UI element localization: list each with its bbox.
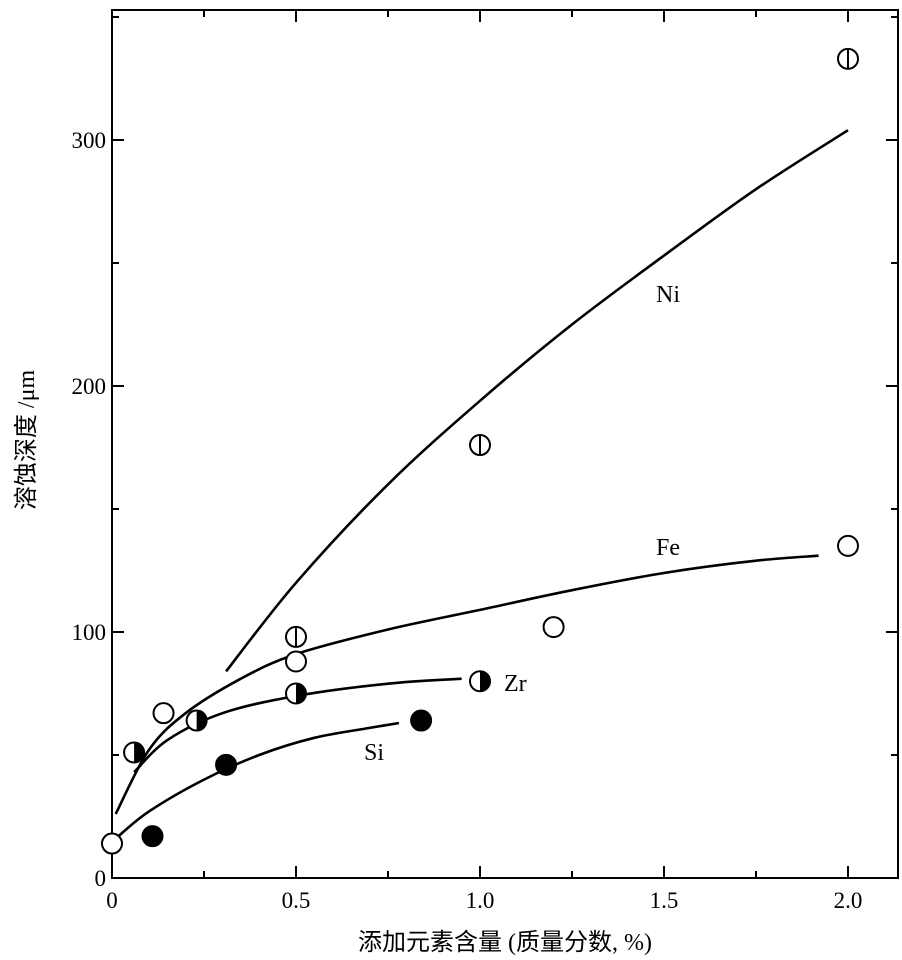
y-tick-label: 100 xyxy=(72,620,107,645)
curve-zr xyxy=(133,677,462,774)
point-fe xyxy=(542,616,565,639)
marker-open xyxy=(837,534,859,557)
x-tick-label: 1.5 xyxy=(650,888,679,913)
curve-fe xyxy=(114,554,819,815)
point-ni xyxy=(837,47,859,70)
y-tick-label: 300 xyxy=(72,128,107,153)
ticks: 0 0.5 1.0 1.5 2.0 0 100 200 300 xyxy=(72,10,898,913)
marker-open xyxy=(542,616,565,639)
curve-ni xyxy=(225,129,849,673)
point-fe xyxy=(152,702,175,725)
series-label-si: Si xyxy=(364,740,384,766)
point-si xyxy=(141,825,164,848)
y-tick-label: 0 xyxy=(95,866,107,891)
point-ni xyxy=(469,434,491,457)
marker-open xyxy=(101,832,123,855)
series-label-zr: Zr xyxy=(504,671,527,697)
point-zr xyxy=(123,741,146,764)
marker-filled xyxy=(215,753,238,776)
data-points xyxy=(101,47,859,855)
series-labels: Ni Fe Zr Si xyxy=(364,282,680,766)
marker-half xyxy=(480,671,490,692)
point-fe xyxy=(285,650,307,673)
marker-half xyxy=(296,683,306,704)
marker-filled xyxy=(410,709,433,732)
marker-filled xyxy=(141,825,164,848)
point-fe xyxy=(837,534,859,557)
point-si xyxy=(215,753,238,776)
marker-half xyxy=(134,742,145,763)
point-zr xyxy=(285,682,307,705)
x-tick-label: 0.5 xyxy=(282,888,311,913)
x-tick-label: 0 xyxy=(106,888,118,913)
point-zr xyxy=(185,709,208,732)
series-label-fe: Fe xyxy=(656,535,680,561)
y-axis-title: 溶蚀深度 /μm xyxy=(13,370,40,511)
fit-curves xyxy=(114,129,849,840)
point-fe xyxy=(101,832,123,855)
x-axis-title: 添加元素含量 (质量分数, %) xyxy=(358,929,652,956)
point-zr xyxy=(469,670,491,693)
point-ni xyxy=(285,625,307,648)
curve-si xyxy=(114,721,400,840)
y-tick-label: 200 xyxy=(72,374,107,399)
marker-half xyxy=(196,710,207,731)
x-tick-label: 1.0 xyxy=(466,888,495,913)
marker-open xyxy=(285,650,307,673)
marker-open xyxy=(152,702,175,725)
point-si xyxy=(410,709,433,732)
series-label-ni: Ni xyxy=(656,282,680,308)
plot-frame xyxy=(111,9,899,879)
x-tick-label: 2.0 xyxy=(834,888,863,913)
